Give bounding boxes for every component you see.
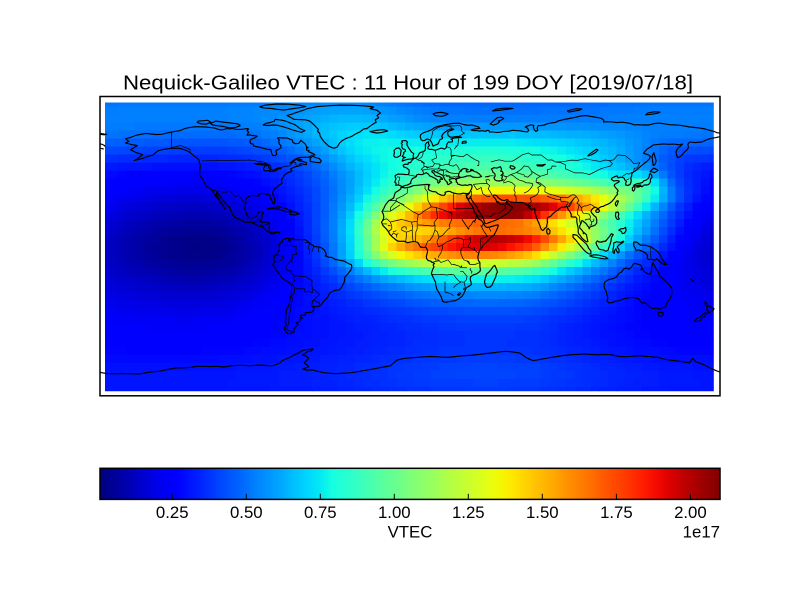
svg-text:1e17: 1e17 [683,523,720,542]
svg-text:1.75: 1.75 [600,503,633,522]
svg-text:2.00: 2.00 [674,503,707,522]
svg-text:0.25: 0.25 [156,503,189,522]
svg-text:1.00: 1.00 [378,503,411,522]
svg-text:Nequick-Galileo VTEC : 11 Hour: Nequick-Galileo VTEC : 11 Hour of 199 DO… [123,72,693,95]
svg-text:1.25: 1.25 [452,503,485,522]
svg-text:0.75: 0.75 [304,503,337,522]
svg-text:VTEC: VTEC [388,523,433,542]
svg-text:1.50: 1.50 [526,503,559,522]
svg-text:0.50: 0.50 [230,503,263,522]
